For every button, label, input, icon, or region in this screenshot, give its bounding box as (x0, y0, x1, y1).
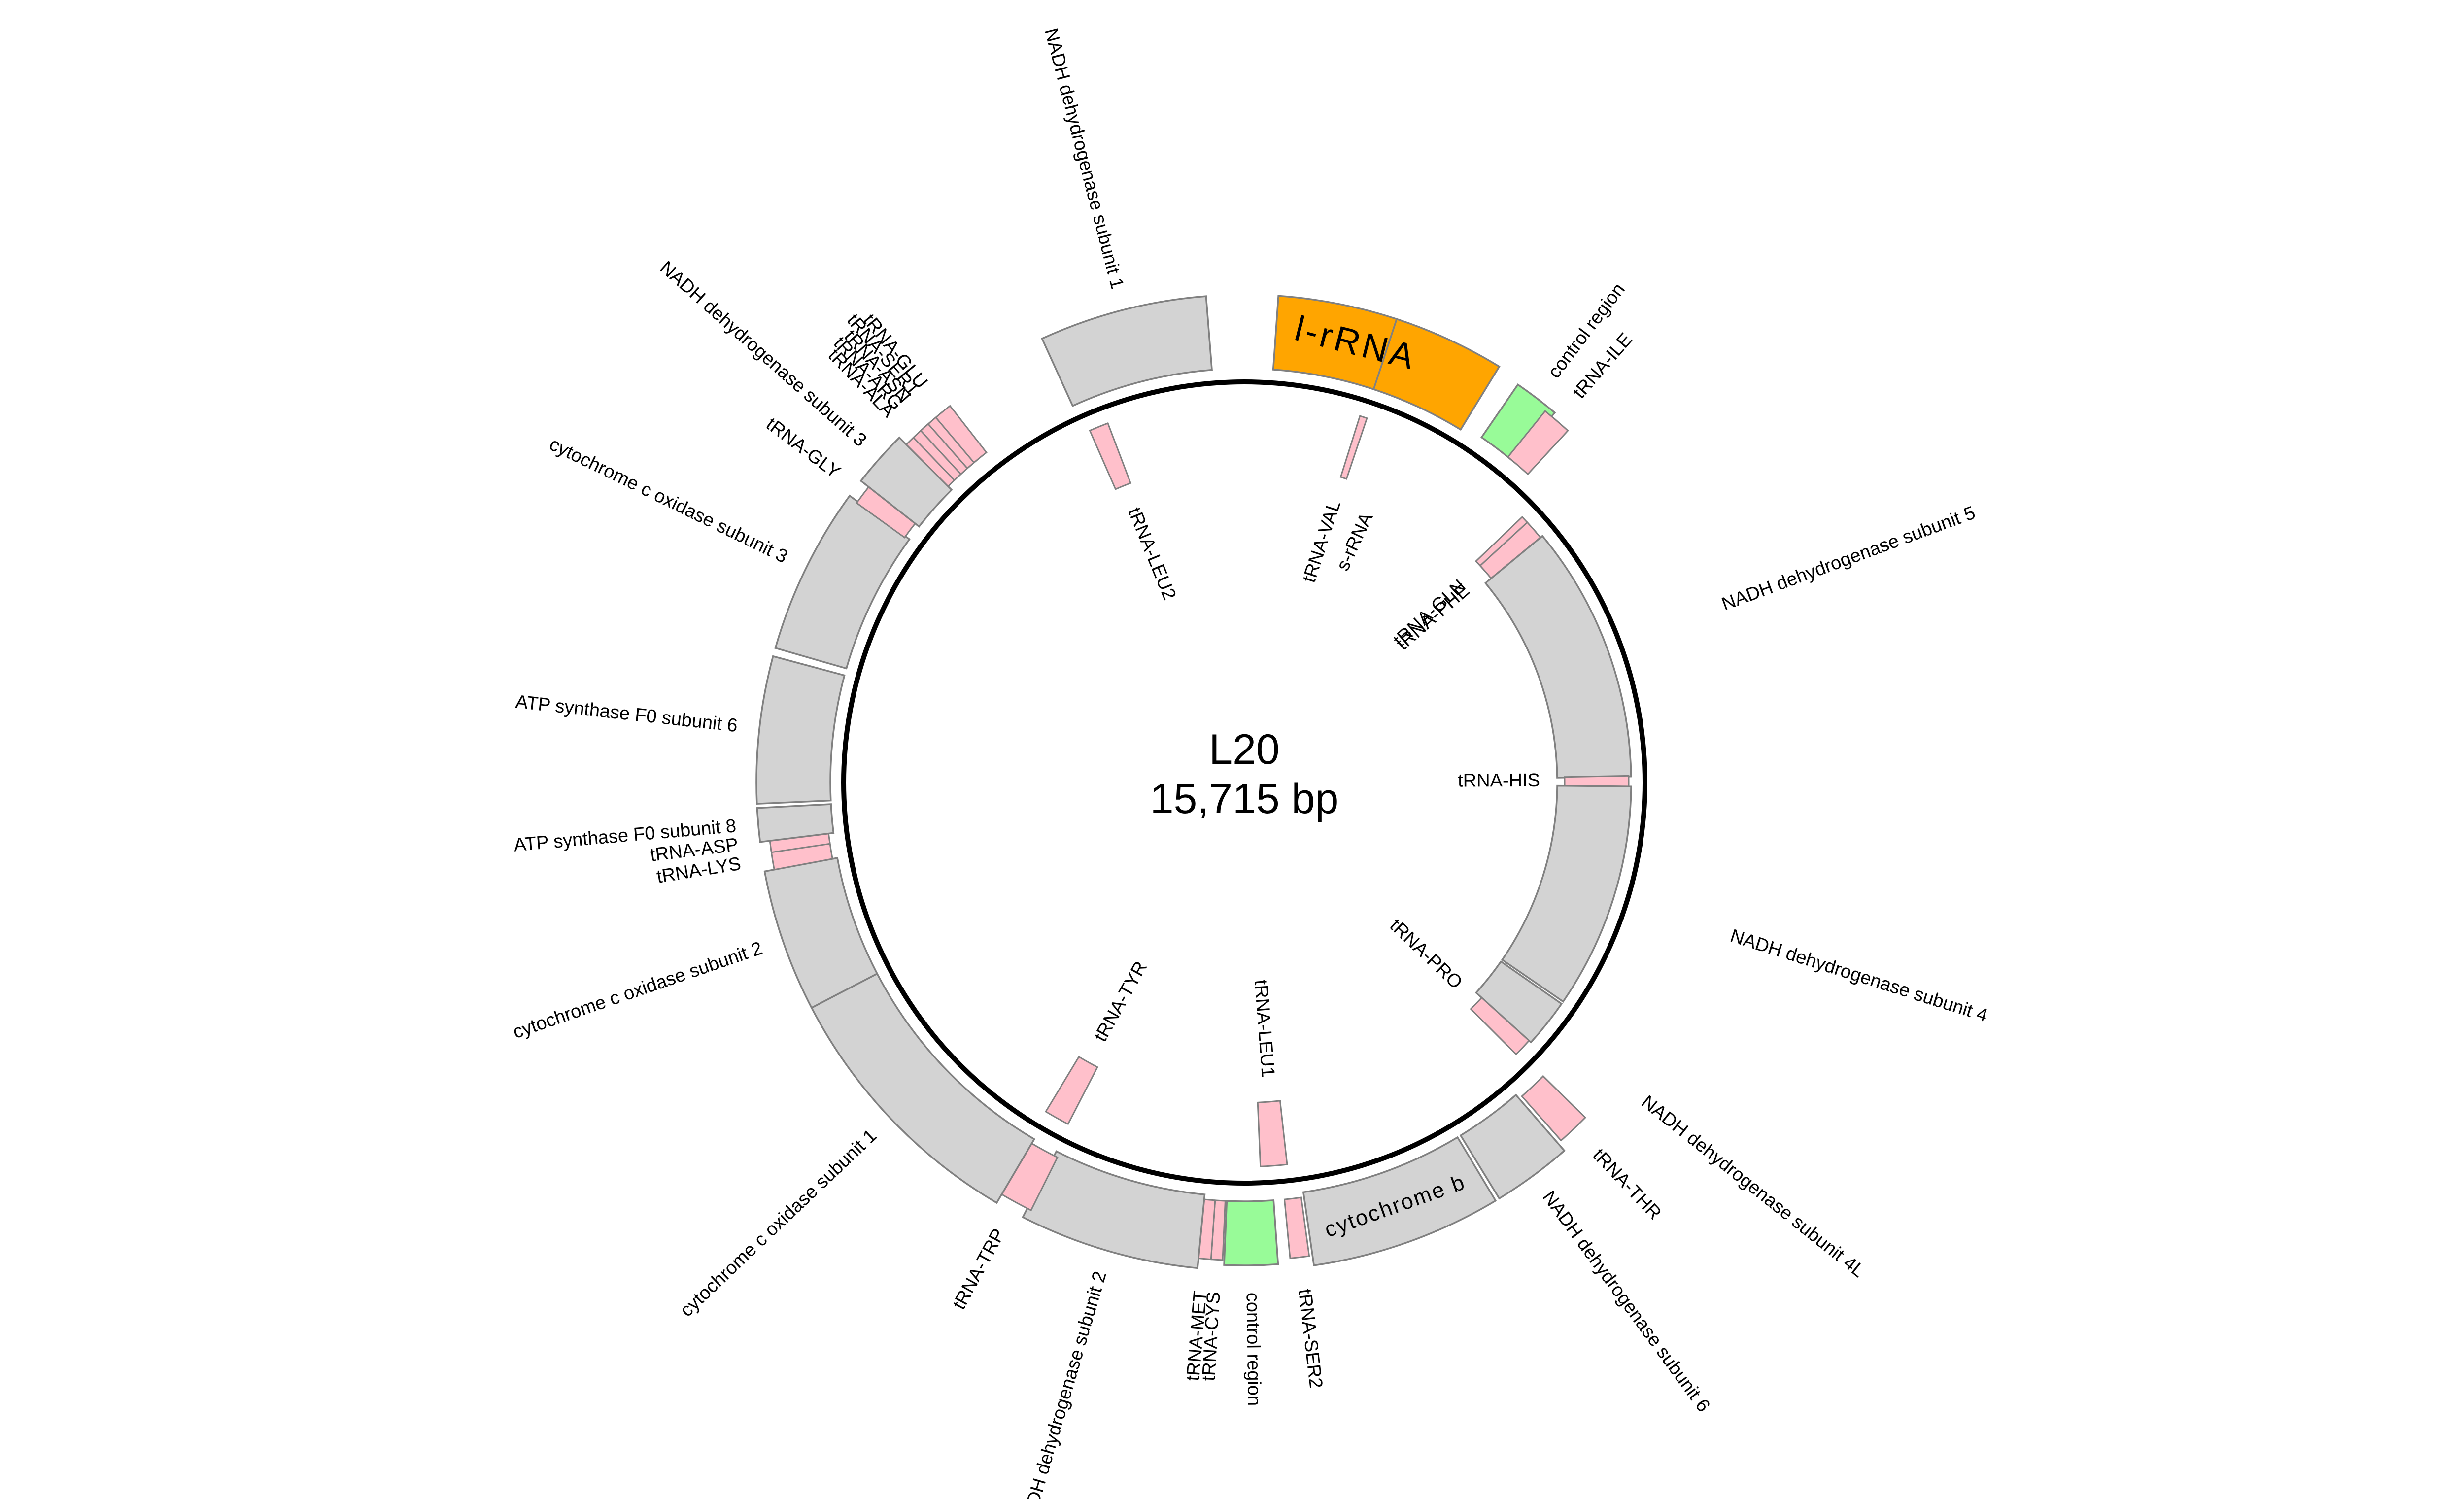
nd1-arc (1041, 295, 1213, 407)
label-nd1: NADH dehydrogenase subunit 1 (1040, 26, 1128, 291)
label-trna-leu1: tRNA-LEU1 (1250, 979, 1278, 1078)
label-nd4: NADH dehydrogenase subunit 4 (1728, 925, 1990, 1026)
label-nd5: NADH dehydrogenase subunit 5 (1719, 503, 1978, 615)
trna-ile-arc (1506, 410, 1569, 476)
atp6-arc (755, 655, 846, 805)
label-trna-ser2: tRNA-SER2 (1294, 1288, 1326, 1389)
label-trna-thr: tRNA-THR (1589, 1145, 1665, 1224)
label-ctrl1: control region (1544, 279, 1629, 382)
label-trna-pro: tRNA-PRO (1386, 915, 1467, 993)
label-trna-trp: tRNA-TRP (949, 1226, 1009, 1313)
atp8-arc (756, 803, 835, 843)
trna-leu2-arc (1089, 422, 1132, 490)
label-trna-his: tRNA-HIS (1458, 770, 1540, 791)
genome-name: L20 (1209, 726, 1280, 773)
nd6-arc (1459, 1093, 1566, 1200)
label-trna-tyr: tRNA-TYR (1090, 958, 1151, 1045)
cytb-arc (1302, 1136, 1497, 1266)
trna-pro-arc (1470, 996, 1530, 1056)
label-nd2: NADH dehydrogenase subunit 2 (1016, 1269, 1111, 1499)
label-cox1: cytochrome c oxidase subunit 1 (676, 1125, 881, 1321)
nd4-arc (1501, 784, 1632, 1003)
genome-size: 15,715 bp (1150, 775, 1339, 822)
label-trna-val: tRNA-VAL (1299, 498, 1345, 585)
label-atp6: ATP synthase F0 subunit 6 (514, 691, 739, 736)
trna-glu-arc (934, 405, 988, 464)
label-cox2: cytochrome c oxidase subunit 2 (511, 938, 765, 1043)
trna-thr-arc (1521, 1075, 1587, 1142)
genome-backbone (841, 379, 1647, 1186)
label-trna-phe: tRNA-PHE (1393, 580, 1474, 654)
label-cox3: cytochrome c oxidase subunit 3 (546, 434, 791, 567)
ctrl2-arc (1223, 1199, 1279, 1266)
nd3-arc (859, 436, 953, 528)
trna-ser2-arc (1283, 1196, 1310, 1260)
srrna-arc (1372, 318, 1501, 431)
label-nd6: NADH dehydrogenase subunit 6 (1539, 1187, 1714, 1416)
label-ctrl2: control region (1242, 1293, 1264, 1406)
trna-leu1-arc (1257, 1100, 1288, 1167)
label-trna-cys: tRNA-CYS (1198, 1291, 1224, 1382)
trna-val-arc (1339, 415, 1368, 480)
label-trna-leu2: tRNA-LEU2 (1124, 505, 1180, 603)
feature-arcs (755, 295, 1632, 1269)
label-nd4l: NADH dehydrogenase subunit 4L (1638, 1091, 1869, 1282)
trna-his-arc (1564, 775, 1630, 787)
nd5-arc (1484, 535, 1632, 779)
trna-tyr-arc (1045, 1056, 1098, 1125)
